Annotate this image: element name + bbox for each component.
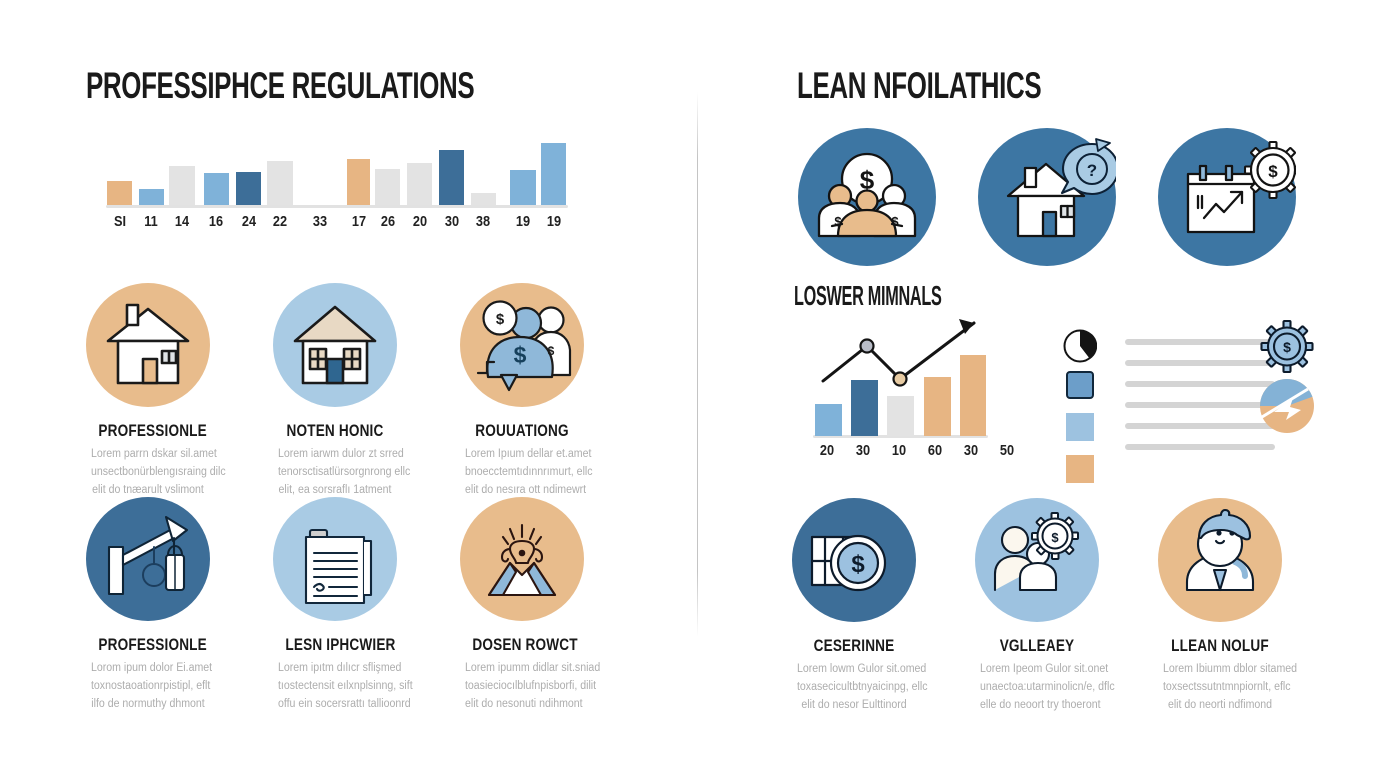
svg-text:$: $ <box>1283 339 1291 355</box>
svg-text:$: $ <box>851 551 865 578</box>
svg-text:$: $ <box>1051 530 1059 545</box>
